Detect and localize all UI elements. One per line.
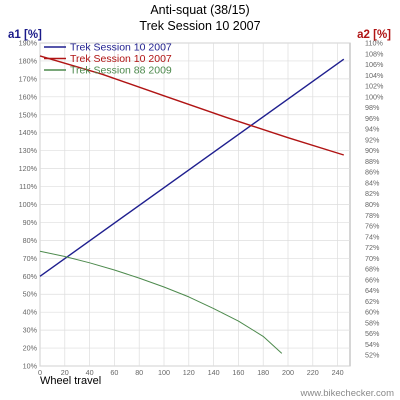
x-tick-label: 0	[38, 368, 42, 377]
watermark: www.bikechecker.com	[300, 388, 395, 399]
x-tick-label: 80	[135, 368, 143, 377]
y2-tick-label: 110%	[365, 39, 383, 48]
y2-tick-label: 66%	[365, 275, 380, 284]
x-axis-title: Wheel travel	[40, 375, 101, 387]
y2-tick-label: 84%	[365, 178, 380, 187]
x-tick-label: 220	[307, 368, 319, 377]
y2-tick-label: 62%	[365, 297, 380, 306]
legend-label-2: Trek Session 10 2007	[70, 53, 172, 65]
y1-tick-label: 160%	[19, 92, 38, 101]
y1-tick-label: 120%	[19, 164, 38, 173]
series-line-1	[39, 58, 345, 277]
y2-tick-label: 68%	[365, 265, 380, 274]
y1-tick-label: 80%	[23, 236, 38, 245]
y2-tick-label: 92%	[365, 135, 380, 144]
x-tick-label: 180	[257, 368, 269, 377]
y2-tick-label: 98%	[365, 103, 380, 112]
x-tick-label: 160	[232, 368, 244, 377]
y1-axis-title: a1 [%]	[8, 29, 42, 41]
y2-tick-label: 76%	[365, 222, 380, 231]
y1-tick-label: 10%	[23, 362, 38, 371]
y1-tick-label: 20%	[23, 344, 38, 353]
grid-lines	[39, 42, 350, 367]
y1-tick-labels: 10% 20% 30% 40% 50% 60% 70% 80% 90% 100% 110% 120% 1…	[19, 39, 38, 371]
x-tick-label: 20	[61, 368, 69, 377]
legend-label-1: Trek Session 10 2007	[70, 42, 172, 54]
y2-tick-label: 82%	[365, 189, 380, 198]
y2-tick-label: 72%	[365, 243, 380, 252]
y2-tick-labels: 52% 54% 56% 58%60% 62% 64% 66%68% 70% 72% 74%76% 7…	[365, 39, 384, 360]
y1-tick-label: 180%	[19, 56, 38, 65]
y2-tick-label: 90%	[365, 146, 380, 155]
y2-tick-label: 94%	[365, 125, 380, 134]
y1-tick-label: 110%	[19, 182, 37, 191]
y2-tick-label: 86%	[365, 168, 380, 177]
y1-tick-label: 100%	[19, 200, 38, 209]
y2-tick-label: 54%	[365, 340, 380, 349]
y2-tick-label: 58%	[365, 318, 380, 327]
y2-tick-label: 108%	[365, 49, 384, 58]
y1-tick-label: 140%	[19, 128, 38, 137]
series-line-2	[39, 55, 345, 156]
y2-tick-label: 96%	[365, 114, 380, 123]
legend-label-3: Trek Session 88 2009	[70, 65, 172, 77]
y1-tick-label: 150%	[19, 110, 38, 119]
y2-tick-label: 88%	[365, 157, 380, 166]
series-layer	[39, 55, 345, 354]
y2-tick-label: 64%	[365, 286, 380, 295]
x-tick-label: 60	[110, 368, 118, 377]
chart-title: Anti-squat (38/15)	[150, 3, 249, 17]
y2-tick-label: 56%	[365, 329, 380, 338]
y2-tick-label: 70%	[365, 254, 380, 263]
y1-tick-label: 70%	[23, 254, 38, 263]
y2-axis-title: a2 [%]	[357, 29, 391, 41]
y1-tick-label: 60%	[23, 272, 38, 281]
y1-tick-label: 50%	[23, 290, 38, 299]
y2-tick-label: 104%	[365, 71, 384, 80]
y2-tick-label: 52%	[365, 351, 380, 360]
x-tick-label: 200	[282, 368, 294, 377]
y1-tick-label: 130%	[19, 146, 38, 155]
y1-tick-label: 170%	[19, 74, 38, 83]
x-tick-label: 140	[208, 368, 220, 377]
y1-tick-label: 30%	[23, 326, 38, 335]
y2-tick-label: 78%	[365, 211, 380, 220]
y2-tick-label: 106%	[365, 60, 384, 69]
series-line-3	[39, 250, 283, 354]
y2-tick-label: 60%	[365, 308, 380, 317]
y2-tick-label: 74%	[365, 232, 380, 241]
y1-tick-label: 90%	[23, 218, 38, 227]
x-tick-label: 100	[158, 368, 170, 377]
y2-tick-label: 100%	[365, 92, 384, 101]
y2-tick-label: 80%	[365, 200, 380, 209]
x-tick-label: 40	[86, 368, 94, 377]
y2-tick-label: 102%	[365, 82, 384, 91]
chart-subtitle: Trek Session 10 2007	[139, 19, 260, 33]
x-tick-label: 120	[183, 368, 195, 377]
y1-tick-label: 40%	[23, 308, 38, 317]
x-tick-labels: 0 20 40 60 80 100 120 140 160 180 200 220 240	[38, 368, 344, 377]
y1-tick-label: 190%	[19, 39, 38, 48]
x-tick-label: 240	[332, 368, 344, 377]
